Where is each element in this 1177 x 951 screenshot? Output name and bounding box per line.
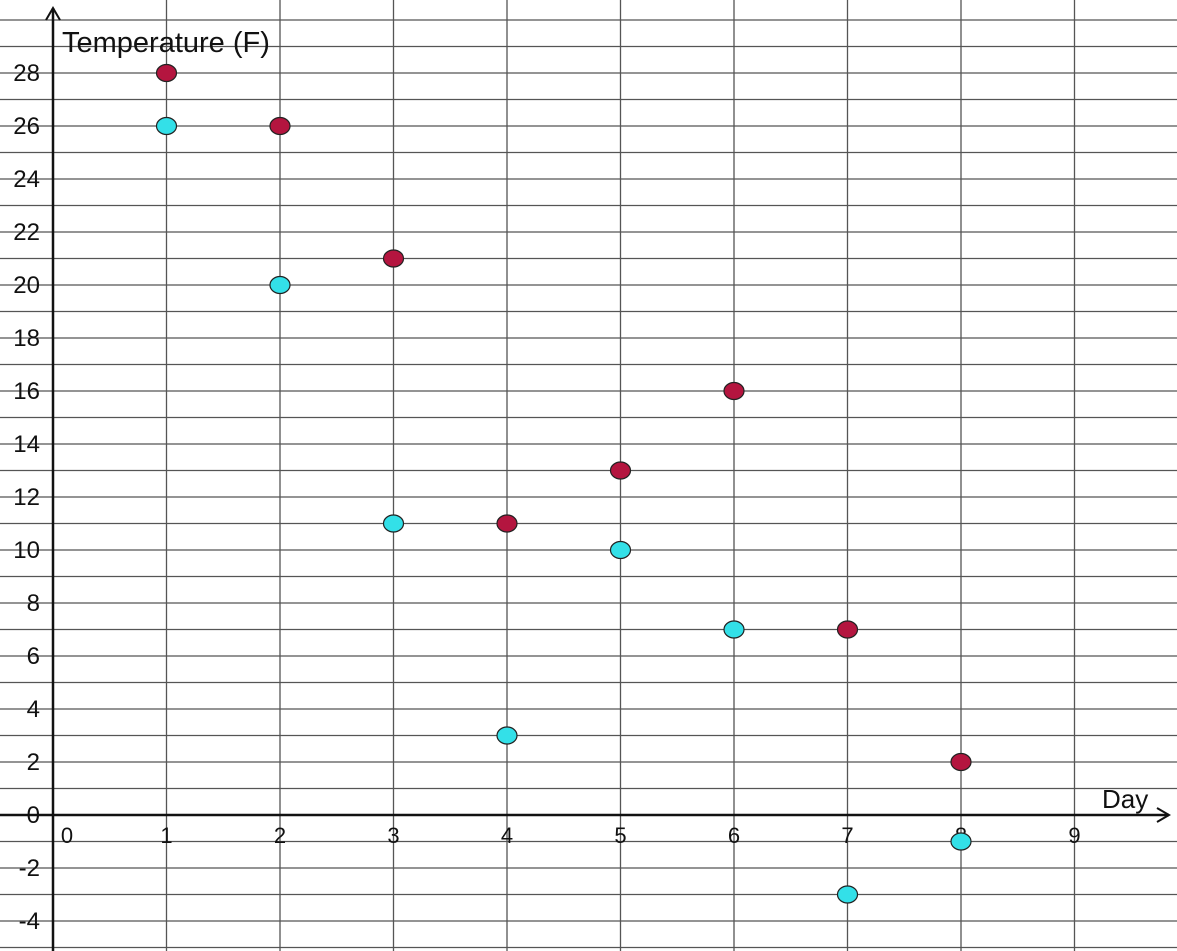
- series-1-point: [496, 514, 518, 533]
- y-tick-label: 4: [27, 696, 40, 723]
- x-tick-label: 7: [841, 823, 853, 848]
- series-2-point: [836, 885, 859, 904]
- y-tick-label: 24: [13, 166, 40, 193]
- x-tick-label: 1: [160, 823, 172, 848]
- y-tick-label: 2: [27, 749, 40, 776]
- series-1-point: [609, 461, 632, 480]
- y-tick-label: 10: [13, 537, 40, 564]
- series-1-point: [950, 752, 972, 772]
- y-axis-arrow: [45, 6, 61, 21]
- x-tick-label: 3: [387, 823, 399, 848]
- series-1-point: [155, 63, 178, 83]
- x-tick-label: 9: [1068, 823, 1080, 848]
- y-tick-label: 6: [27, 643, 40, 670]
- x-tick-label: 2: [274, 823, 286, 848]
- chart-axes: [0, 6, 1171, 951]
- y-tick-label: -2: [19, 855, 40, 882]
- x-tick-label: 0: [61, 823, 73, 848]
- y-tick-label: 8: [27, 590, 40, 617]
- y-tick-label: 28: [13, 60, 40, 87]
- x-axis-arrow: [1156, 807, 1171, 823]
- y-tick-label: 26: [13, 113, 40, 140]
- x-tick-label: 4: [501, 823, 513, 848]
- series-2-point: [496, 726, 518, 745]
- y-tick-label: 18: [13, 325, 40, 352]
- x-tick-label: 5: [614, 823, 626, 848]
- series-1-point: [836, 620, 859, 639]
- y-tick-label: 12: [13, 484, 40, 511]
- y-tick-label: 16: [13, 378, 40, 405]
- data-points: [155, 63, 972, 904]
- series-2-point: [723, 620, 745, 639]
- y-tick-label: 14: [13, 431, 40, 458]
- series-1-point: [382, 249, 405, 268]
- x-tick-label: 6: [728, 823, 740, 848]
- y-axis-label: Temperature (F): [62, 27, 270, 59]
- y-tick-label: 0: [27, 802, 40, 829]
- series-2-point: [950, 832, 972, 851]
- series-1-point: [269, 116, 291, 136]
- series-2-point: [609, 540, 632, 560]
- y-tick-label: 20: [13, 272, 40, 299]
- x-axis-label: Day: [1102, 784, 1148, 814]
- series-1-point: [723, 381, 745, 401]
- y-tick-label: -4: [19, 908, 40, 935]
- series-2-point: [155, 116, 178, 136]
- y-tick-label: 22: [13, 219, 40, 246]
- series-2-point: [382, 514, 405, 533]
- series-2-point: [269, 275, 291, 295]
